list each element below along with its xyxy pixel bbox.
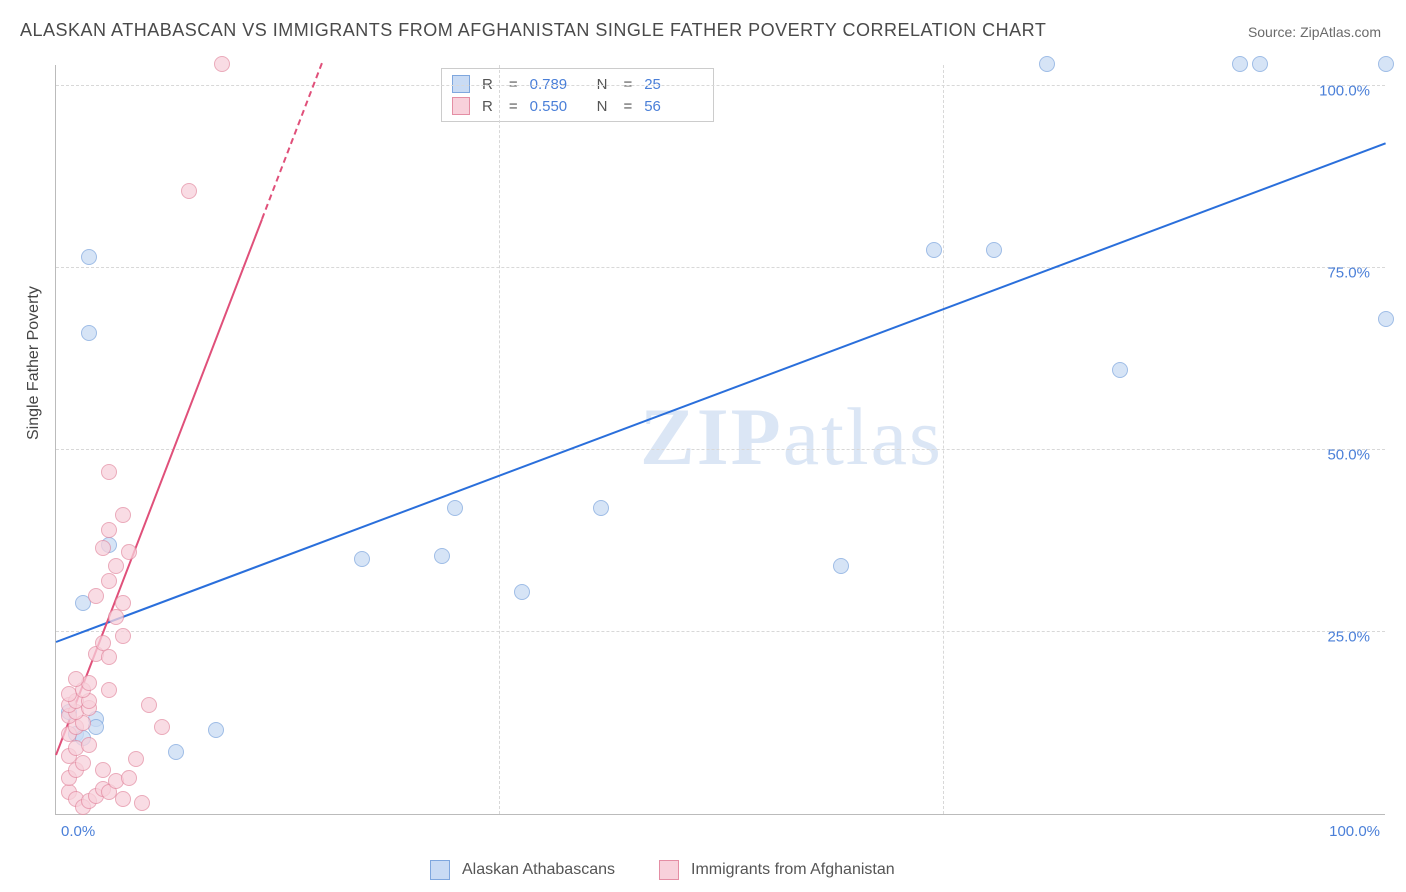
data-point — [121, 544, 137, 560]
chart-title: ALASKAN ATHABASCAN VS IMMIGRANTS FROM AF… — [20, 20, 1046, 41]
data-point — [101, 682, 117, 698]
gridline-h — [56, 85, 1385, 86]
data-point — [214, 56, 230, 72]
y-tick-label: 100.0% — [1319, 82, 1370, 99]
n-label: N — [597, 98, 608, 115]
data-point — [1378, 56, 1394, 72]
gridline-h — [56, 449, 1385, 450]
data-point — [1039, 56, 1055, 72]
data-point — [181, 183, 197, 199]
data-point — [101, 573, 117, 589]
data-point — [108, 558, 124, 574]
gridline-v — [499, 65, 500, 814]
data-point — [1252, 56, 1268, 72]
series1-swatch-bottom — [430, 860, 450, 880]
legend-stats: R = 0.789 N = 25 R = 0.550 N = 56 — [441, 68, 714, 122]
legend-stats-row-2: R = 0.550 N = 56 — [452, 95, 699, 117]
data-point — [121, 770, 137, 786]
data-point — [115, 791, 131, 807]
series2-swatch — [452, 97, 470, 115]
equals: = — [509, 98, 518, 115]
data-point — [68, 671, 84, 687]
data-point — [1378, 311, 1394, 327]
legend-bottom: Alaskan Athabascans Immigrants from Afgh… — [430, 860, 895, 880]
y-axis-label: Single Father Poverty — [25, 286, 43, 440]
data-point — [81, 249, 97, 265]
y-tick-label: 25.0% — [1327, 628, 1370, 645]
gridline-h — [56, 267, 1385, 268]
x-tick-label: 0.0% — [61, 823, 95, 840]
trend-line — [261, 63, 323, 219]
data-point — [115, 628, 131, 644]
series2-r-value: 0.550 — [530, 98, 585, 115]
data-point — [926, 242, 942, 258]
data-point — [101, 522, 117, 538]
equals: = — [623, 98, 632, 115]
y-tick-label: 50.0% — [1327, 446, 1370, 463]
series1-label: Alaskan Athabascans — [462, 861, 615, 879]
data-point — [141, 697, 157, 713]
y-tick-label: 75.0% — [1327, 264, 1370, 281]
trend-line — [56, 142, 1387, 643]
series2-n-value: 56 — [644, 98, 699, 115]
data-point — [447, 500, 463, 516]
data-point — [115, 507, 131, 523]
data-point — [108, 609, 124, 625]
data-point — [354, 551, 370, 567]
data-point — [115, 595, 131, 611]
data-point — [101, 649, 117, 665]
data-point — [81, 325, 97, 341]
data-point — [986, 242, 1002, 258]
data-point — [101, 464, 117, 480]
data-point — [128, 751, 144, 767]
data-point — [81, 737, 97, 753]
data-point — [1232, 56, 1248, 72]
data-point — [593, 500, 609, 516]
data-point — [434, 548, 450, 564]
data-point — [168, 744, 184, 760]
series2-label: Immigrants from Afghanistan — [691, 861, 895, 879]
scatter-plot: R = 0.789 N = 25 R = 0.550 N = 56 25.0% 5… — [55, 65, 1385, 815]
data-point — [1112, 362, 1128, 378]
data-point — [95, 540, 111, 556]
source-label: Source: ZipAtlas.com — [1248, 24, 1381, 40]
data-point — [154, 719, 170, 735]
series2-swatch-bottom — [659, 860, 679, 880]
r-label: R — [482, 98, 493, 115]
data-point — [134, 795, 150, 811]
x-tick-label: 100.0% — [1329, 823, 1380, 840]
gridline-h — [56, 631, 1385, 632]
gridline-v — [943, 65, 944, 814]
data-point — [88, 588, 104, 604]
data-point — [833, 558, 849, 574]
data-point — [514, 584, 530, 600]
data-point — [208, 722, 224, 738]
